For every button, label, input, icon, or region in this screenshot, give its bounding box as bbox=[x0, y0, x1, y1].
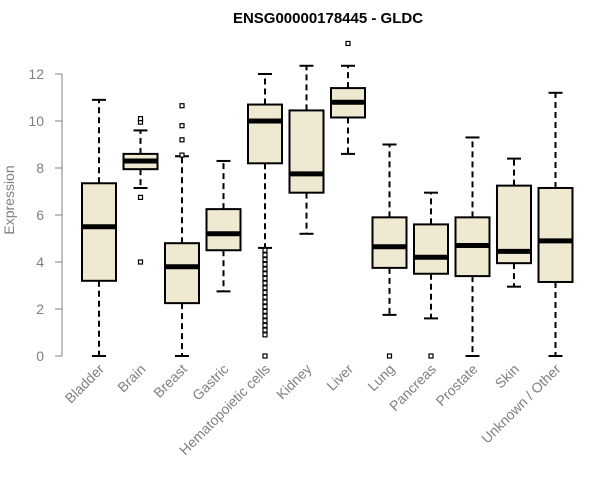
outlier-point bbox=[179, 103, 185, 109]
x-tick-label: Bladder bbox=[62, 361, 108, 407]
box-breast bbox=[164, 103, 200, 357]
box-series bbox=[81, 40, 574, 359]
outlier-point bbox=[179, 137, 185, 143]
box-hematopoietic-cells bbox=[247, 73, 283, 359]
iqr-box bbox=[247, 103, 283, 165]
iqr-box bbox=[371, 216, 408, 269]
y-axis: 0 2 4 6 8 10 12 bbox=[28, 66, 63, 364]
box-gastric bbox=[205, 159, 242, 293]
outlier-point bbox=[179, 123, 185, 129]
y-tick-label: 6 bbox=[36, 207, 44, 223]
outlier-point bbox=[179, 152, 185, 158]
iqr-box bbox=[205, 208, 242, 252]
outlier-point bbox=[262, 308, 268, 314]
box-kidney bbox=[288, 64, 325, 235]
outlier-point bbox=[345, 40, 351, 47]
x-tick-label: Unknown / Other bbox=[478, 361, 564, 447]
x-tick-label: Lung bbox=[364, 361, 397, 394]
x-tick-label: Liver bbox=[323, 361, 356, 394]
outlier-point bbox=[262, 271, 268, 277]
outlier-point bbox=[262, 252, 268, 258]
iqr-box bbox=[81, 182, 117, 282]
outlier-point bbox=[262, 257, 268, 263]
x-tick-label: Skin bbox=[492, 361, 523, 392]
outlier-point bbox=[262, 285, 268, 291]
y-tick-label: 4 bbox=[36, 254, 44, 270]
x-tick-label: Brain bbox=[114, 361, 148, 395]
box-liver bbox=[330, 40, 366, 155]
outlier-point bbox=[262, 322, 268, 329]
chart-title: ENSG00000178445 - GLDC bbox=[233, 10, 423, 27]
x-tick-label: Prostate bbox=[432, 361, 480, 409]
outlier-point bbox=[262, 299, 268, 305]
box-unknown-other bbox=[537, 91, 574, 357]
outlier-point bbox=[137, 259, 144, 265]
outlier-point bbox=[137, 194, 144, 200]
box-prostate bbox=[454, 136, 491, 357]
outlier-point bbox=[262, 266, 268, 272]
outlier-point bbox=[137, 116, 144, 122]
outlier-point bbox=[262, 353, 268, 359]
iqr-box bbox=[288, 109, 325, 194]
outlier-point bbox=[262, 318, 268, 324]
outlier-point bbox=[262, 332, 268, 338]
iqr-box bbox=[413, 223, 449, 275]
y-tick-label: 12 bbox=[28, 66, 44, 82]
outlier-point bbox=[428, 353, 434, 359]
y-tick-label: 2 bbox=[36, 301, 44, 317]
y-tick-label: 8 bbox=[36, 160, 44, 176]
y-tick-label: 10 bbox=[28, 113, 44, 129]
outlier-point bbox=[262, 313, 268, 319]
outlier-point bbox=[262, 294, 268, 300]
box-skin bbox=[496, 157, 532, 288]
outlier-point bbox=[262, 327, 268, 333]
box-lung bbox=[371, 143, 408, 359]
y-axis-title: Expression bbox=[1, 165, 17, 234]
x-tick-label: Breast bbox=[150, 361, 190, 401]
box-pancreas bbox=[413, 191, 449, 359]
outlier-point bbox=[262, 289, 268, 296]
outlier-point bbox=[262, 247, 268, 253]
x-tick-label: Kidney bbox=[273, 361, 315, 403]
box-brain bbox=[122, 116, 159, 265]
iqr-box bbox=[537, 186, 574, 283]
outlier-point bbox=[386, 353, 393, 359]
box-bladder bbox=[81, 98, 117, 357]
outlier-point bbox=[262, 304, 268, 310]
y-tick-label: 0 bbox=[36, 348, 44, 364]
outlier-point bbox=[262, 261, 268, 267]
iqr-box bbox=[164, 242, 200, 305]
outlier-point bbox=[262, 280, 268, 286]
outlier-point bbox=[262, 275, 268, 282]
